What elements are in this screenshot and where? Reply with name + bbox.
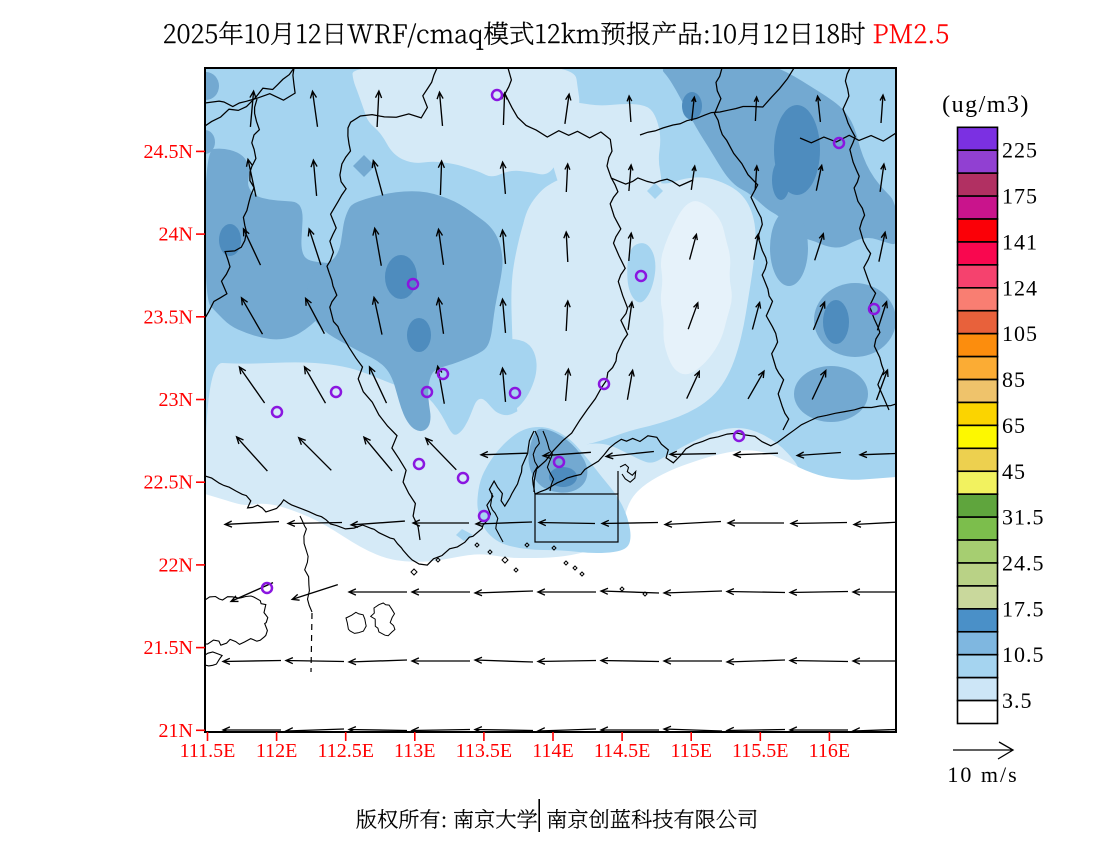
svg-text:22N: 22N — [159, 554, 193, 576]
svg-text:21.5N: 21.5N — [144, 637, 193, 659]
svg-text:10 m/s: 10 m/s — [947, 762, 1018, 787]
svg-text:22.5N: 22.5N — [144, 472, 193, 494]
svg-text:111.5E: 111.5E — [180, 740, 236, 762]
svg-text:114.5E: 114.5E — [594, 740, 650, 762]
svg-text:17.5: 17.5 — [1002, 596, 1045, 621]
svg-text:3.5: 3.5 — [1002, 688, 1033, 713]
svg-text:116E: 116E — [809, 740, 850, 762]
svg-text:24N: 24N — [159, 224, 193, 246]
svg-text:24.5N: 24.5N — [144, 141, 193, 163]
svg-text:21N: 21N — [159, 720, 193, 742]
svg-text:141: 141 — [1002, 230, 1038, 255]
svg-text:112E: 112E — [256, 740, 297, 762]
svg-text:113E: 113E — [394, 740, 435, 762]
svg-text:124: 124 — [1002, 275, 1038, 300]
svg-text:105: 105 — [1002, 321, 1038, 346]
svg-text:23.5N: 23.5N — [144, 306, 193, 328]
svg-text:112.5E: 112.5E — [317, 740, 373, 762]
svg-text:85: 85 — [1002, 367, 1026, 392]
svg-text:23N: 23N — [159, 389, 193, 411]
svg-text:225: 225 — [1002, 138, 1038, 163]
svg-text:45: 45 — [1002, 459, 1026, 484]
svg-text:65: 65 — [1002, 413, 1026, 438]
svg-text:175: 175 — [1002, 184, 1038, 209]
svg-text:10.5: 10.5 — [1002, 642, 1045, 667]
svg-text:115E: 115E — [670, 740, 711, 762]
svg-text:114E: 114E — [532, 740, 573, 762]
svg-text:24.5: 24.5 — [1002, 551, 1045, 576]
svg-text:115.5E: 115.5E — [732, 740, 788, 762]
svg-text:113.5E: 113.5E — [456, 740, 512, 762]
svg-text:(ug/m3): (ug/m3) — [942, 92, 1030, 118]
svg-text:31.5: 31.5 — [1002, 505, 1045, 530]
